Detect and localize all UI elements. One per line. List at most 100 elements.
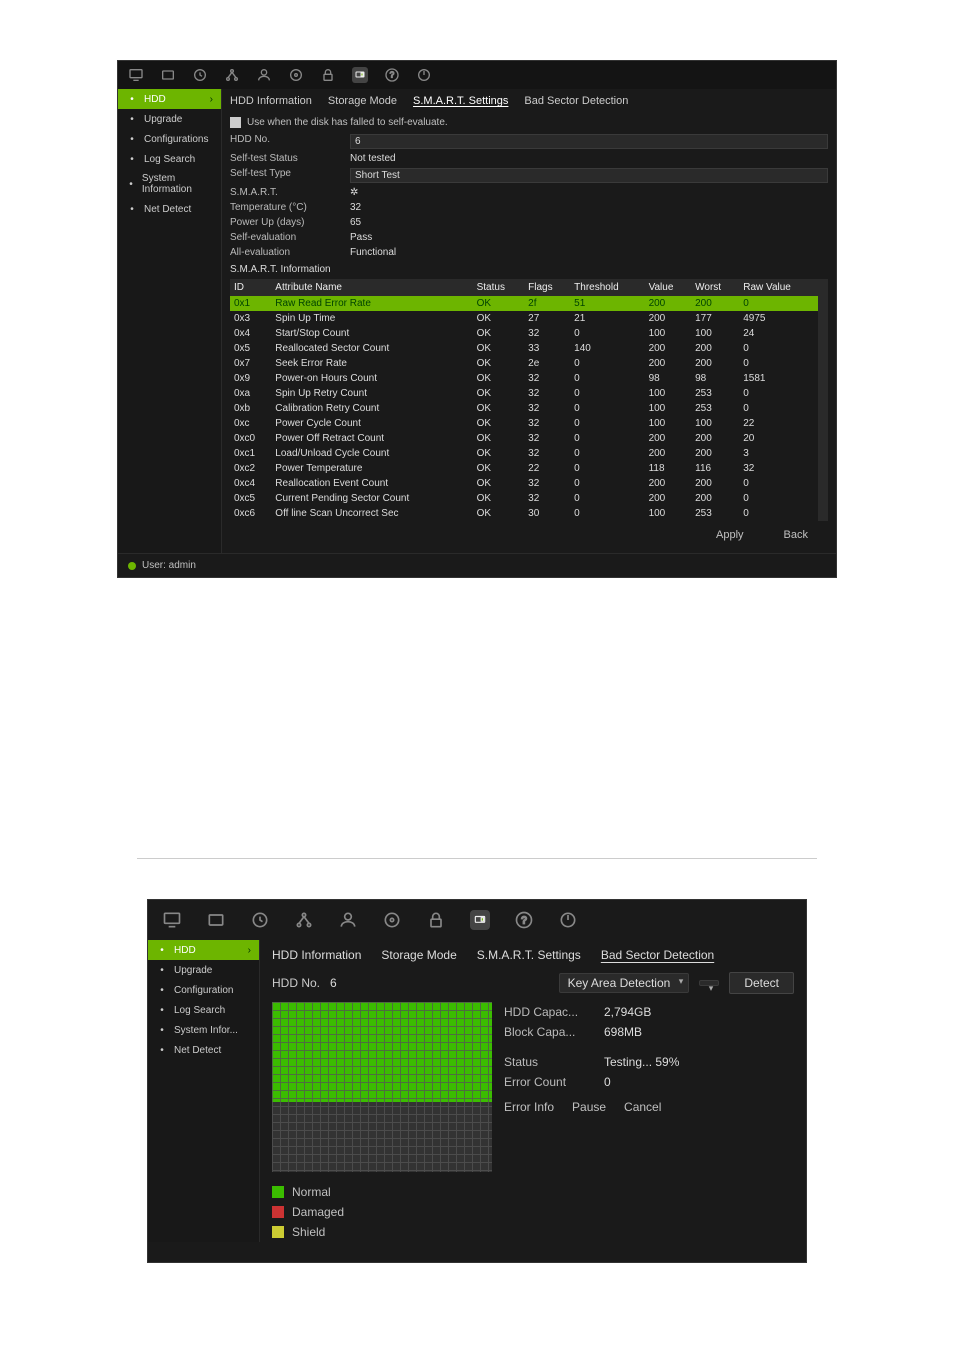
monitor-icon[interactable] — [162, 910, 182, 930]
help-icon[interactable]: ? — [514, 910, 534, 930]
power-icon[interactable] — [558, 910, 578, 930]
error-info-button[interactable]: Error Info — [504, 1100, 554, 1114]
table-cell: 0 — [739, 476, 818, 491]
table-row[interactable]: 0x3Spin Up TimeOK27212001774975 — [230, 311, 818, 326]
sidebar-item-log-search[interactable]: •Log Search — [118, 149, 221, 169]
table-cell: OK — [473, 431, 525, 446]
table-cell: 0 — [739, 296, 818, 311]
field-row: Self-evaluationPass — [230, 230, 828, 245]
config-icon[interactable] — [160, 67, 176, 83]
table-cell: 32 — [524, 416, 570, 431]
user-icon[interactable] — [256, 67, 272, 83]
sidebar-icon: • — [126, 93, 138, 105]
table-cell: 22 — [739, 416, 818, 431]
sidebar-item-system-infor-[interactable]: •System Infor... — [148, 1020, 259, 1040]
network-icon[interactable] — [224, 67, 240, 83]
help-icon[interactable]: ? — [384, 67, 400, 83]
table-row[interactable]: 0x1Raw Read Error RateOK2f512002000 — [230, 296, 818, 311]
field-value: Functional — [350, 247, 828, 258]
tab-bad-sector-detection[interactable]: Bad Sector Detection — [601, 948, 714, 962]
tab-s-m-a-r-t-settings[interactable]: S.M.A.R.T. Settings — [477, 948, 581, 962]
tool-icon[interactable] — [352, 67, 368, 83]
action-buttons: Error Info Pause Cancel — [504, 1092, 794, 1114]
table-cell: 30 — [524, 506, 570, 521]
power-icon[interactable] — [416, 67, 432, 83]
table-cell: 100 — [645, 386, 692, 401]
clock-icon[interactable] — [250, 910, 270, 930]
table-row[interactable]: 0xc6Off line Scan Uncorrect SecOK3001002… — [230, 506, 818, 521]
sidebar-item-system-information[interactable]: •System Information — [118, 169, 221, 199]
table-row[interactable]: 0xc0Power Off Retract CountOK32020020020 — [230, 431, 818, 446]
sidebar-item-net-detect[interactable]: •Net Detect — [118, 199, 221, 219]
back-button[interactable]: Back — [784, 529, 808, 541]
table-cell: 0x4 — [230, 326, 271, 341]
monitor-icon[interactable] — [128, 67, 144, 83]
legend-swatch — [272, 1186, 284, 1198]
tab-storage-mode[interactable]: Storage Mode — [381, 948, 456, 962]
table-cell: 0x5 — [230, 341, 271, 356]
sidebar-item-hdd[interactable]: •HDD› — [148, 940, 259, 960]
detect-spacer[interactable] — [699, 980, 719, 986]
table-row[interactable]: 0xc5Current Pending Sector CountOK320200… — [230, 491, 818, 506]
tab-bad-sector-detection[interactable]: Bad Sector Detection — [524, 95, 628, 107]
field-row: All-evaluationFunctional — [230, 245, 828, 260]
config-icon[interactable] — [206, 910, 226, 930]
lock-icon[interactable] — [426, 910, 446, 930]
sidebar-item-net-detect[interactable]: •Net Detect — [148, 1040, 259, 1060]
main-content: HDD Information Storage Mode S.M.A.R.T. Se… — [222, 89, 836, 553]
table-cell: Raw Read Error Rate — [271, 296, 472, 311]
clock-icon[interactable] — [192, 67, 208, 83]
bad-sector-window: ? •HDD›•Upgrade•Configuration•Log Search… — [147, 899, 807, 1263]
tool-icon[interactable] — [470, 910, 490, 930]
detect-button[interactable]: Detect — [729, 972, 794, 994]
table-row[interactable]: 0xaSpin Up Retry CountOK3201002530 — [230, 386, 818, 401]
field-value[interactable]: 6 — [350, 134, 828, 149]
sidebar-item-configurations[interactable]: •Configurations — [118, 129, 221, 149]
sidebar-item-log-search[interactable]: •Log Search — [148, 1000, 259, 1020]
tab-s-m-a-r-t-settings[interactable]: S.M.A.R.T. Settings — [413, 95, 508, 107]
tab-storage-mode[interactable]: Storage Mode — [328, 95, 397, 107]
table-row[interactable]: 0xc4Reallocation Event CountOK3202002000 — [230, 476, 818, 491]
table-cell: 100 — [645, 326, 692, 341]
tabs: HDD Information Storage Mode S.M.A.R.T. Se… — [272, 940, 794, 972]
network-icon[interactable] — [294, 910, 314, 930]
disc-icon[interactable] — [288, 67, 304, 83]
user-icon[interactable] — [338, 910, 358, 930]
info-row: Block Capa...698MB — [504, 1022, 794, 1042]
field-value: 65 — [350, 217, 828, 228]
checkbox-icon[interactable] — [230, 117, 241, 128]
table-cell: 98 — [691, 371, 739, 386]
detection-type-select[interactable]: Key Area Detection — [559, 973, 690, 993]
apply-button[interactable]: Apply — [716, 529, 744, 541]
cancel-button[interactable]: Cancel — [624, 1100, 661, 1114]
table-row[interactable]: 0xc2Power TemperatureOK22011811632 — [230, 461, 818, 476]
lock-icon[interactable] — [320, 67, 336, 83]
legend-item: Shield — [272, 1222, 492, 1242]
tab-hdd-information[interactable]: HDD Information — [230, 95, 312, 107]
table-row[interactable]: 0xc1Load/Unload Cycle CountOK3202002003 — [230, 446, 818, 461]
table-cell: 0xc5 — [230, 491, 271, 506]
sidebar-item-upgrade[interactable]: •Upgrade — [148, 960, 259, 980]
table-cell: 32 — [524, 491, 570, 506]
tab-hdd-information[interactable]: HDD Information — [272, 948, 361, 962]
table-cell: 32 — [524, 476, 570, 491]
sidebar-item-upgrade[interactable]: •Upgrade — [118, 109, 221, 129]
user-bar: User: admin — [118, 553, 836, 577]
sidebar-item-label: Log Search — [144, 154, 195, 165]
field-value[interactable]: Short Test — [350, 168, 828, 183]
table-row[interactable]: 0x5Reallocated Sector CountOK33140200200… — [230, 341, 818, 356]
table-cell: 140 — [570, 341, 644, 356]
table-row[interactable]: 0xcPower Cycle CountOK32010010022 — [230, 416, 818, 431]
table-row[interactable]: 0x9Power-on Hours CountOK32098981581 — [230, 371, 818, 386]
sidebar-item-configuration[interactable]: •Configuration — [148, 980, 259, 1000]
sidebar-icon: • — [126, 113, 138, 125]
disc-icon[interactable] — [382, 910, 402, 930]
pause-button[interactable]: Pause — [572, 1100, 606, 1114]
table-row[interactable]: 0x7Seek Error RateOK2e02002000 — [230, 356, 818, 371]
table-cell: 253 — [691, 401, 739, 416]
table-cell: 98 — [645, 371, 692, 386]
sidebar-item-hdd[interactable]: •HDD› — [118, 89, 221, 109]
table-row[interactable]: 0x4Start/Stop CountOK32010010024 — [230, 326, 818, 341]
scrollbar[interactable] — [818, 279, 828, 521]
table-row[interactable]: 0xbCalibration Retry CountOK3201002530 — [230, 401, 818, 416]
